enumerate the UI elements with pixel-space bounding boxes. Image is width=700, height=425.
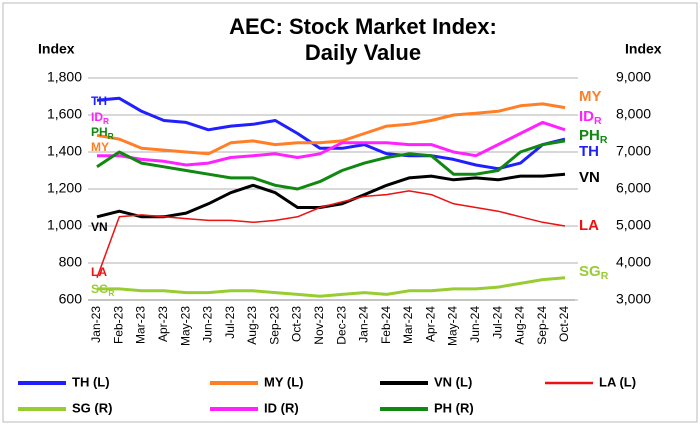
annotation-sub: R (600, 134, 608, 146)
x-tick-label: Oct-23 (290, 306, 304, 342)
x-tick-label: Sep-24 (535, 306, 549, 345)
x-tick-label: Nov-23 (312, 306, 326, 345)
series-line (96, 102, 566, 156)
series-annotation: VN (91, 220, 108, 234)
series-line (97, 276, 566, 298)
annotation-text: SG (579, 263, 601, 280)
y-tick-label: 1,600 (47, 106, 82, 122)
annotation-sub: R (103, 116, 109, 126)
x-tick-label: Mar-24 (401, 306, 415, 344)
y-tick-label: 1,000 (47, 217, 82, 233)
x-tick-label: Sep-23 (267, 306, 281, 345)
y2-tick-label: 3,000 (616, 291, 651, 307)
legend-label: VN (L) (434, 374, 472, 389)
series-line (97, 120, 566, 167)
x-tick-label: May-24 (446, 306, 460, 346)
y2-tick-label: 9,000 (616, 69, 651, 85)
y2-axis-label: Index (625, 41, 662, 57)
legend-label: SG (R) (72, 400, 112, 415)
x-tick-label: Jun-24 (468, 306, 482, 343)
x-tick-label: Jul-23 (223, 306, 237, 339)
y2-tick-label: 8,000 (616, 106, 651, 122)
series-annotation: VN (579, 169, 600, 186)
annotation-text: VN (91, 220, 108, 234)
x-tick-label: Oct-24 (557, 306, 571, 342)
legend-label: PH (R) (434, 400, 474, 415)
annotation-text: PH (91, 125, 108, 139)
series-annotation: SGR (579, 263, 609, 282)
y2-tick-label: 5,000 (616, 217, 651, 233)
series-annotation: TH (91, 94, 107, 108)
x-tick-label: Jun-23 (201, 306, 215, 343)
series-annotation: SGR (91, 282, 114, 298)
annotation-sub: R (601, 270, 609, 282)
x-tick-label: Feb-24 (379, 306, 393, 344)
annotation-text: LA (579, 217, 599, 234)
x-tick-label: Aug-24 (513, 306, 527, 345)
x-tick-label: Dec-23 (334, 306, 348, 345)
chart-title: AEC: Stock Market Index: (229, 14, 497, 39)
series-annotation: PHR (91, 125, 114, 141)
legend-label: MY (L) (264, 374, 303, 389)
annotation-text: MY (579, 88, 602, 105)
series-annotation: TH (579, 143, 599, 160)
annotation-text: ID (579, 108, 594, 125)
annotation-sub: R (108, 131, 114, 141)
annotation-text: TH (91, 94, 107, 108)
legend-label: ID (R) (264, 400, 299, 415)
series-line (96, 172, 566, 219)
x-tick-label: Feb-23 (111, 306, 125, 344)
x-tick-label: Jul-24 (490, 306, 504, 339)
series-annotation: IDR (579, 108, 602, 127)
annotation-sub: R (108, 288, 114, 298)
series-annotation: LA (579, 217, 599, 234)
annotation-text: MY (91, 140, 109, 154)
series-line (96, 139, 566, 191)
series-line (96, 190, 566, 279)
y-axis-label: Index (38, 41, 75, 57)
y2-tick-label: 7,000 (616, 143, 651, 159)
y-tick-label: 1,800 (47, 69, 82, 85)
x-tick-label: Apr-24 (423, 306, 437, 342)
annotation-text: PH (579, 127, 600, 144)
x-tick-label: Mar-23 (134, 306, 148, 344)
chart-title: Daily Value (305, 40, 421, 65)
y-tick-label: 600 (59, 291, 83, 307)
series-annotation: IDR (91, 110, 109, 126)
series-annotation: PHR (579, 127, 608, 146)
annotation-text: TH (579, 143, 599, 160)
series-annotation: MY (579, 88, 602, 105)
annotation-sub: R (594, 115, 602, 127)
annotation-text: VN (579, 169, 600, 186)
annotation-text: ID (91, 110, 103, 124)
annotation-text: LA (91, 265, 107, 279)
x-tick-label: Jan-24 (357, 306, 371, 343)
y-tick-label: 1,200 (47, 180, 82, 196)
annotation-text: SG (91, 282, 108, 296)
y2-tick-label: 6,000 (616, 180, 651, 196)
x-tick-label: Jan-23 (89, 306, 103, 343)
x-tick-label: Aug-23 (245, 306, 259, 345)
y-tick-label: 800 (59, 254, 83, 270)
legend-label: TH (L) (72, 374, 110, 389)
y-tick-label: 1,400 (47, 143, 82, 159)
x-tick-label: Apr-23 (156, 306, 170, 342)
x-tick-label: May-23 (178, 306, 192, 346)
series-annotation: MY (91, 140, 109, 154)
series-annotation: LA (91, 265, 107, 279)
legend-label: LA (L) (599, 374, 636, 389)
y2-tick-label: 4,000 (616, 254, 651, 270)
